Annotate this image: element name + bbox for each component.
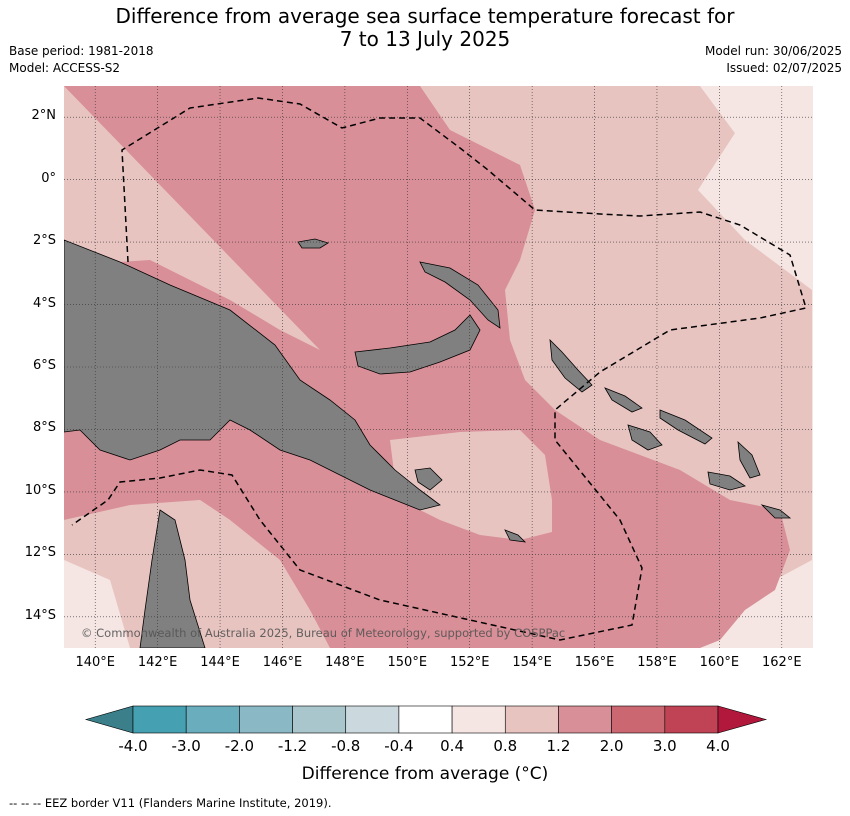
longitude-label: 150°E <box>387 655 428 670</box>
issued-date: Issued: 02/07/2025 <box>726 61 842 75</box>
longitude-label: 152°E <box>449 655 490 670</box>
colorbar-segment <box>611 705 666 734</box>
land-dentrecasteaux <box>414 467 443 491</box>
anomaly-band-0.8-1.2-solomon <box>390 430 552 540</box>
latitude-label: 12°S <box>24 545 56 561</box>
longitude-label: 158°E <box>637 655 677 670</box>
land-manus <box>297 238 329 249</box>
colorbar-tick-label: -0.8 <box>331 737 361 755</box>
colorbar-label: Difference from average (°C) <box>301 764 549 784</box>
colorbar-tick-label: 0.8 <box>493 737 518 755</box>
longitude-label: 140°E <box>75 655 115 670</box>
latitude-label: 2°S <box>32 233 56 249</box>
colorbar <box>84 705 768 734</box>
longitude-label: 160°E <box>699 655 740 670</box>
longitude-label: 142°E <box>137 655 178 670</box>
latitude-label: 6°S <box>32 358 56 373</box>
colorbar-segment <box>132 705 187 734</box>
colorbar-segment <box>664 705 719 734</box>
colorbar-tick-label: -4.0 <box>118 737 148 755</box>
colorbar-segment <box>398 705 453 734</box>
colorbar-extend-low <box>84 705 134 734</box>
latitude-label: 10°S <box>24 482 56 498</box>
colorbar-tick-label: 0.4 <box>440 737 464 755</box>
colorbar-segment <box>558 705 612 734</box>
anomaly-band-0.4-0.8-corner <box>64 560 130 648</box>
anomaly-band-0.4-0.8-northeast <box>700 86 812 270</box>
colorbar-tick-label: 4.0 <box>706 737 730 755</box>
land-cape-york <box>139 509 206 648</box>
colorbar-segment <box>185 705 240 734</box>
latitude-label: 14°S <box>24 607 56 623</box>
longitude-label: 162°E <box>762 655 802 670</box>
eez-legend-note: -- -- -- EEZ border V11 (Flanders Marine… <box>9 796 332 810</box>
colorbar-extend-high <box>717 705 768 734</box>
land-santa-isabel <box>659 409 713 445</box>
colorbar-tick-label: -2.0 <box>224 737 254 755</box>
land-guadalcanal <box>627 424 663 451</box>
copyright-notice: © Commonwealth of Australia 2025, Bureau… <box>81 626 566 640</box>
land-new-guinea <box>64 239 441 511</box>
colorbar-segment <box>292 705 347 734</box>
eez-borders <box>71 97 807 641</box>
latitude-label: 4°S <box>32 295 56 311</box>
latitude-label: 0° <box>41 170 56 186</box>
eez-png-border <box>71 97 807 641</box>
latitude-label: 8°S <box>32 420 56 436</box>
colorbar-segment <box>504 705 559 734</box>
colorbar-tick-label: -3.0 <box>171 737 201 755</box>
land-makira <box>707 471 746 491</box>
longitude-label: 144°E <box>200 655 240 670</box>
colorbar-segment <box>451 705 506 734</box>
land-rennell <box>760 504 792 519</box>
colorbar-tick-label: 1.2 <box>546 737 571 755</box>
colorbar-tick-label: 2.0 <box>599 737 624 755</box>
land-tagula <box>504 529 527 543</box>
longitude-label: 156°E <box>574 655 615 670</box>
longitude-label: 154°E <box>512 655 552 670</box>
graticule <box>64 86 813 648</box>
colorbar-tick-label: 3.0 <box>652 737 677 755</box>
title-line-1: Difference from average sea surface temp… <box>115 4 735 28</box>
land-choiseul <box>604 387 643 413</box>
colorbar-segment <box>239 705 293 734</box>
base-period: Base period: 1981-2018 <box>9 44 154 58</box>
land-new-britain <box>354 314 481 375</box>
colorbar-tick-label: -0.4 <box>384 737 414 755</box>
anomaly-band-0.8-1.2-west <box>64 170 150 262</box>
anomaly-band-0.4-0.8-southeast <box>720 590 812 648</box>
colorbar-segment <box>345 705 400 734</box>
land-malaita <box>737 440 761 479</box>
latitude-label: 2°N <box>31 108 57 124</box>
land-new-ireland <box>419 261 501 329</box>
meta-right: Model run: 30/06/2025 Issued: 02/07/2025 <box>705 43 842 77</box>
model-run: Model run: 30/06/2025 <box>704 44 842 58</box>
title-line-2: 7 to 13 July 2025 <box>339 27 511 51</box>
colorbar-tick-label: -1.2 <box>277 737 308 755</box>
meta-left: Base period: 1981-2018 Model: ACCESS-S2 <box>9 43 154 77</box>
longitude-label: 146°E <box>262 655 303 670</box>
land-bougainville <box>549 338 593 393</box>
longitude-label: 148°E <box>325 655 365 670</box>
model-name: Model: ACCESS-S2 <box>9 61 121 75</box>
